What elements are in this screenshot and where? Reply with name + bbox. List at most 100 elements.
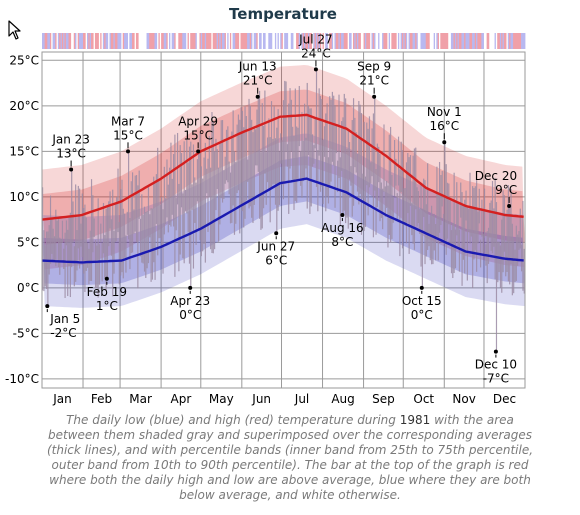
daily-range-bar-overlay — [269, 137, 271, 223]
anomaly-day — [56, 33, 59, 49]
average-high-line — [41, 113, 524, 221]
daily-range-bar — [477, 211, 479, 244]
daily-range-bar — [313, 145, 315, 164]
anomaly-day — [146, 33, 149, 49]
anomaly-day — [217, 33, 220, 49]
daily-range-bar — [360, 113, 363, 235]
daily-range-bar-overlay — [159, 205, 161, 238]
anomaly-day — [208, 33, 211, 49]
anomaly-day — [155, 33, 158, 49]
anomaly-day — [375, 33, 378, 49]
anomaly-day — [43, 33, 46, 49]
daily-range-bar-overlay — [334, 104, 336, 208]
anomaly-day — [102, 33, 105, 49]
anomaly-day — [454, 33, 457, 49]
daily-range-bar — [196, 159, 199, 202]
anomaly-day — [383, 33, 386, 49]
daily-range-bar — [262, 126, 265, 209]
daily-range-bar-overlay — [363, 121, 365, 231]
daily-range-bar — [454, 229, 457, 269]
anomaly-day — [441, 33, 444, 49]
daily-range-bar-overlay — [249, 105, 251, 207]
annotation-dot — [313, 67, 318, 72]
daily-range-bar — [239, 119, 241, 234]
daily-range-bar — [392, 197, 394, 223]
daily-range-bar-overlay — [188, 146, 190, 264]
daily-range-bar — [444, 142, 446, 245]
daily-range-bar-overlay — [226, 129, 227, 181]
daily-range-bar-overlay — [333, 95, 335, 166]
anomaly-day — [100, 33, 102, 49]
daily-range-bar — [220, 120, 222, 199]
annotation-dot — [69, 167, 74, 172]
daily-range-bar — [391, 175, 393, 239]
daily-range-bar — [236, 124, 238, 194]
daily-range-bar — [339, 157, 341, 227]
daily-range-bar-overlay — [240, 107, 242, 206]
daily-range-bar-overlay — [435, 224, 437, 261]
daily-range-bar — [374, 96, 376, 191]
daily-range-bar — [65, 220, 68, 246]
daily-range-bar-overlay — [263, 126, 264, 209]
daily-range-bar — [221, 120, 224, 203]
anomaly-day — [354, 33, 357, 49]
daily-range-bar-overlay — [109, 191, 111, 229]
anomaly-day — [323, 33, 326, 49]
anomaly-day — [329, 33, 331, 49]
anomaly-day — [224, 33, 227, 49]
annotation-mar-7: Mar 715°C — [111, 114, 145, 154]
daily-range-bar — [384, 186, 386, 217]
daily-range-bar — [256, 109, 258, 166]
daily-range-bar-overlay — [412, 155, 414, 244]
daily-range-bar — [71, 169, 73, 268]
daily-range-bar-overlay — [233, 151, 235, 235]
daily-range-bar — [42, 187, 44, 291]
daily-range-bar — [368, 116, 371, 188]
anomaly-day — [356, 33, 359, 49]
daily-range-bar-overlay — [416, 187, 418, 227]
anomaly-day — [184, 33, 187, 49]
daily-range-bar — [349, 142, 351, 180]
anomaly-day — [153, 33, 155, 49]
daily-range-bar — [423, 178, 425, 217]
anomaly-day — [300, 33, 302, 49]
anomaly-day — [399, 33, 402, 49]
daily-range-bar — [265, 152, 267, 205]
daily-range-bar — [269, 137, 271, 223]
anomaly-day — [392, 33, 395, 49]
anomaly-day — [335, 33, 338, 49]
anomaly-day — [457, 33, 460, 49]
anomaly-day — [380, 33, 383, 49]
anomaly-day — [505, 33, 507, 49]
daily-range-bar — [281, 140, 283, 185]
anomaly-day — [253, 33, 256, 49]
daily-range-bar-overlay — [444, 142, 446, 245]
y-tick-label: -5°C — [13, 326, 39, 340]
anomaly-day — [60, 33, 63, 49]
daily-range-bar — [405, 162, 408, 244]
daily-range-bar — [173, 154, 175, 227]
anomaly-day — [514, 33, 517, 49]
daily-range-bar-overlay — [392, 197, 394, 223]
daily-range-bar-overlay — [391, 175, 393, 239]
x-tick-label: Dec — [493, 392, 516, 406]
daily-range-bar-overlay — [175, 198, 177, 231]
daily-range-bar-overlay — [339, 157, 341, 227]
daily-range-bar-overlay — [374, 96, 376, 191]
daily-range-bar — [397, 136, 400, 186]
y-tick-label: 10°C — [9, 190, 39, 204]
daily-range-bar — [345, 98, 347, 224]
daily-range-bar-overlay — [257, 96, 259, 172]
anomaly-day — [507, 33, 510, 49]
anomaly-day — [465, 33, 468, 49]
daily-range-bar — [248, 98, 250, 209]
anomaly-day — [215, 33, 218, 49]
anomaly-day — [240, 33, 243, 49]
daily-range-bar — [93, 218, 95, 238]
daily-range-bar — [106, 206, 109, 279]
anomaly-day — [494, 33, 497, 49]
daily-range-bar — [188, 146, 191, 264]
daily-range-bar — [521, 244, 523, 272]
daily-range-bar-overlay — [488, 227, 489, 264]
daily-range-bar-overlay — [227, 126, 229, 183]
